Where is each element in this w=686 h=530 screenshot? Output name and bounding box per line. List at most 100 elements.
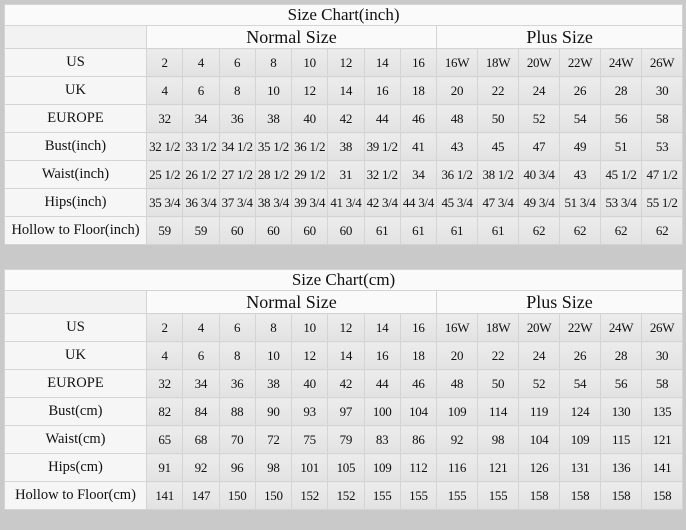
size-value-cell: 98	[477, 425, 519, 454]
size-value-cell: 16	[399, 48, 438, 77]
normal-size-header: Normal Size	[146, 290, 437, 314]
size-value-cell: 36	[218, 104, 256, 133]
size-value-cell: 25 1/2	[145, 160, 184, 189]
size-value-cell: 4	[182, 48, 220, 77]
size-value-cell: 58	[640, 369, 684, 398]
size-value-cell: 136	[600, 453, 642, 482]
size-value-cell: 60	[254, 216, 293, 245]
blank-cell	[4, 290, 147, 314]
size-value-cell: 90	[254, 397, 293, 426]
size-value-cell: 147	[182, 481, 220, 510]
size-value-cell: 96	[218, 453, 256, 482]
size-table: Size Chart(inch) Normal Size Plus Size US 2 4…	[3, 4, 684, 245]
size-value-cell: 155	[363, 481, 401, 510]
size-value-cell: 131	[559, 453, 601, 482]
size-value-cell: 10	[290, 48, 329, 77]
size-value-cell: 38	[254, 369, 293, 398]
size-value-cell: 60	[290, 216, 329, 245]
size-value-cell: 38	[254, 104, 293, 133]
row-label: UK	[4, 341, 147, 370]
size-value-cell: 24W	[600, 313, 642, 342]
size-value-cell: 93	[290, 397, 329, 426]
size-value-cell: 33 1/2	[182, 132, 220, 161]
normal-size-header: Normal Size	[146, 25, 437, 49]
size-value-cell: 62	[640, 216, 684, 245]
table-row: Waist(inch) 25 1/2 26 1/2 27 1/2 28 1/2 29 1/…	[4, 160, 684, 189]
size-value-cell: 42 3/4	[363, 188, 401, 217]
size-value-cell: 53 3/4	[600, 188, 642, 217]
table-row: UK 4 6 8 10 12 14 16 18 20 22 24 26 28 30	[4, 341, 684, 370]
size-value-cell: 51 3/4	[559, 188, 601, 217]
size-value-cell: 43	[436, 132, 478, 161]
size-value-cell: 92	[182, 453, 220, 482]
size-value-cell: 59	[145, 216, 184, 245]
size-value-cell: 45 1/2	[600, 160, 642, 189]
size-value-cell: 29 1/2	[290, 160, 329, 189]
size-value-cell: 6	[182, 341, 220, 370]
size-value-cell: 8	[254, 313, 293, 342]
size-value-cell: 42	[327, 369, 365, 398]
size-value-cell: 44 3/4	[399, 188, 438, 217]
size-value-cell: 31	[327, 160, 365, 189]
size-value-cell: 35 1/2	[254, 132, 293, 161]
size-value-cell: 49 3/4	[518, 188, 560, 217]
size-value-cell: 36 1/2	[290, 132, 329, 161]
size-value-cell: 34	[182, 369, 220, 398]
size-value-cell: 68	[182, 425, 220, 454]
size-value-cell: 49	[559, 132, 601, 161]
size-value-cell: 152	[290, 481, 329, 510]
table-row: Hollow to Floor(inch) 59 59 60 60 60 60 61 61 61 6…	[4, 216, 684, 245]
size-value-cell: 112	[399, 453, 438, 482]
size-value-cell: 22W	[559, 48, 601, 77]
size-value-cell: 83	[363, 425, 401, 454]
size-value-cell: 82	[145, 397, 184, 426]
size-value-cell: 158	[559, 481, 601, 510]
size-value-cell: 61	[399, 216, 438, 245]
plus-size-header: Plus Size	[435, 290, 684, 314]
size-value-cell: 121	[640, 425, 684, 454]
size-value-cell: 18W	[477, 48, 519, 77]
size-value-cell: 36 1/2	[436, 160, 478, 189]
size-value-cell: 50	[477, 104, 519, 133]
size-value-cell: 47	[518, 132, 560, 161]
row-label: Hips(cm)	[4, 453, 147, 482]
size-value-cell: 121	[477, 453, 519, 482]
size-value-cell: 32 1/2	[145, 132, 184, 161]
row-label: Waist(inch)	[4, 160, 147, 189]
table-row: EUROPE 32 34 36 38 40 42 44 46 48 50 52 54 56 58	[4, 104, 684, 133]
size-value-cell: 150	[254, 481, 293, 510]
size-value-cell: 28	[600, 341, 642, 370]
size-value-cell: 150	[218, 481, 256, 510]
size-value-cell: 26	[559, 76, 601, 105]
size-value-cell: 41 3/4	[327, 188, 365, 217]
size-value-cell: 61	[436, 216, 478, 245]
size-value-cell: 109	[436, 397, 478, 426]
size-value-cell: 48	[436, 104, 478, 133]
size-value-cell: 26	[559, 341, 601, 370]
size-value-cell: 43	[559, 160, 601, 189]
size-value-cell: 36 3/4	[182, 188, 220, 217]
size-value-cell: 16	[363, 341, 401, 370]
size-value-cell: 115	[600, 425, 642, 454]
size-value-cell: 8	[218, 341, 256, 370]
size-value-cell: 38	[327, 132, 365, 161]
size-value-cell: 12	[290, 341, 329, 370]
size-value-cell: 39 3/4	[290, 188, 329, 217]
blank-cell	[4, 25, 147, 49]
size-value-cell: 59	[182, 216, 220, 245]
size-value-cell: 130	[600, 397, 642, 426]
size-value-cell: 36	[218, 369, 256, 398]
size-value-cell: 32	[145, 369, 184, 398]
size-value-cell: 6	[218, 48, 256, 77]
size-value-cell: 24	[518, 341, 560, 370]
table-row: Bust(cm) 82 84 88 90 93 97 100 104 109 114 119 124 13…	[4, 397, 684, 426]
size-value-cell: 155	[436, 481, 478, 510]
row-label: EUROPE	[4, 104, 147, 133]
size-value-cell: 32 1/2	[363, 160, 401, 189]
size-value-cell: 88	[218, 397, 256, 426]
table-row: Waist(cm) 65 68 70 72 75 79 83 86 92 98 104 109 115 12…	[4, 425, 684, 454]
size-value-cell: 16W	[436, 313, 478, 342]
size-value-cell: 109	[559, 425, 601, 454]
size-value-cell: 92	[436, 425, 478, 454]
size-value-cell: 158	[518, 481, 560, 510]
